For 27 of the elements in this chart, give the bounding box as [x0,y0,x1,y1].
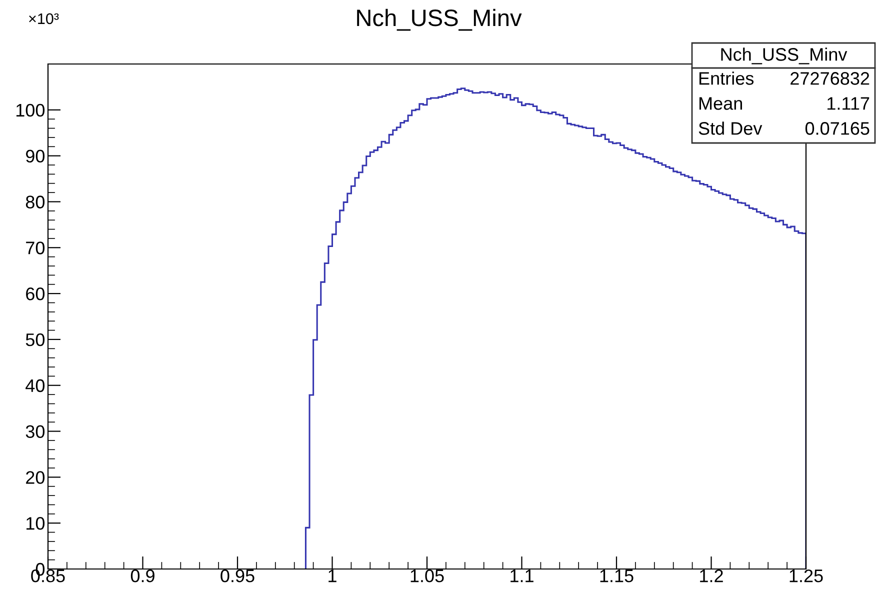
annotation: Std Dev [698,122,762,135]
x-tick-label: 0.9 [130,569,154,582]
x-tick-label: 1.15 [600,570,634,582]
y-tick-label: 50 [26,333,45,346]
x-tick-label: 1.2 [700,569,723,582]
y-tick-label: 10 [26,517,45,530]
x-tick-label: 1.05 [410,569,444,582]
annotation: 0.07165 [805,122,870,135]
x-tick-label: 0.95 [220,569,254,582]
x-tick-label: 1.1 [510,570,534,582]
y-tick-label: 60 [26,287,45,300]
y-tick-label: 80 [26,196,45,208]
chart-title: Nch_USS_Minv [357,8,522,31]
text: 1.117 [828,97,870,110]
y-tick-label: 70 [26,242,45,254]
y-tick-label: 90 [26,150,45,163]
text: ×10³ [29,13,59,24]
annotation: Mean [699,97,742,110]
x-tick-label: 1 [328,570,336,582]
y-tick-label: 100 [16,104,45,117]
annotation: Entries [699,72,754,85]
x-tick-label: 1.25 [790,569,823,582]
y-tick-label: 20 [26,471,45,484]
annotation: 27276832 [790,72,870,85]
annotation: Nch_USS_Minv [721,48,848,64]
y-tick-label: 30 [26,425,45,438]
y-tick-label: 40 [26,379,45,392]
